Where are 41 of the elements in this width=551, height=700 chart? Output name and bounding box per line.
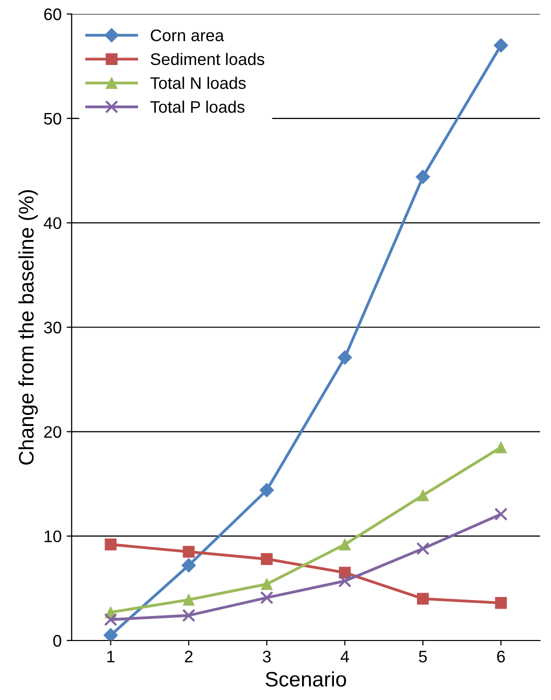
point — [495, 441, 507, 454]
point — [416, 170, 430, 184]
x-tick-label: 6 — [497, 650, 505, 662]
point — [494, 38, 508, 53]
legend-label: Total N loads — [150, 76, 246, 89]
x-tick-label: 1 — [107, 650, 114, 662]
point — [260, 578, 273, 590]
point — [182, 546, 195, 558]
x-tick-label: 4 — [340, 650, 349, 662]
y-tick-label: 60 — [44, 8, 62, 20]
legend-label: Corn area — [150, 29, 224, 42]
y-tick-label: 50 — [44, 112, 62, 125]
point — [104, 613, 118, 626]
y-axis-title: Change from the baseline (%) — [18, 190, 38, 465]
point — [181, 558, 196, 573]
point — [182, 594, 195, 606]
y-tick-label: 10 — [44, 530, 62, 542]
x-tick-label: 2 — [184, 650, 193, 662]
y-tick-label: 40 — [44, 217, 62, 230]
y-tick-label: 20 — [44, 426, 62, 438]
point — [103, 628, 118, 640]
x-tick-label: 5 — [418, 650, 427, 662]
point — [495, 597, 507, 609]
legend-label: Total P loads — [150, 100, 244, 113]
point — [338, 574, 352, 588]
point — [338, 538, 351, 550]
legend-label: Sediment loads — [150, 52, 264, 66]
point — [104, 538, 117, 550]
point — [338, 350, 352, 365]
y-tick-label: 0 — [53, 634, 62, 647]
y-tick-label: 30 — [44, 322, 62, 334]
x-axis-title: Scenario — [266, 671, 346, 687]
point — [494, 508, 508, 521]
point — [260, 591, 274, 604]
point — [260, 482, 274, 498]
point — [182, 608, 196, 622]
point — [260, 553, 273, 565]
point — [416, 489, 429, 502]
x-tick-label: 3 — [262, 650, 271, 662]
point — [416, 542, 430, 556]
point — [416, 592, 429, 605]
